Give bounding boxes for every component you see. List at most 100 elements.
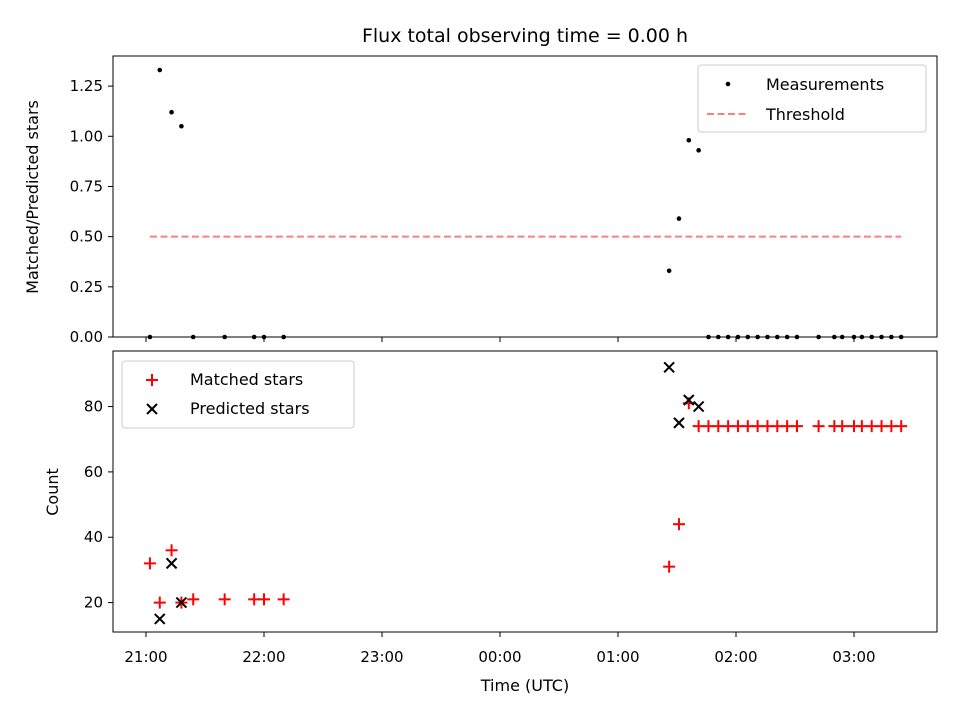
measurement-point	[222, 334, 227, 340]
measurements-legend-marker	[725, 81, 731, 87]
bottom-y-tick-label: 20	[84, 594, 103, 612]
measurement-point	[889, 334, 894, 340]
predicted-star-marker	[683, 394, 695, 406]
chart-title: Flux total observing time = 0.00 h	[362, 25, 688, 47]
measurement-point	[794, 334, 800, 340]
count-points	[143, 361, 908, 625]
bottom-x-tick-label: 22:00	[242, 648, 285, 666]
top-y-tick-label: 0.75	[70, 177, 103, 195]
predicted-star-stroke-b	[154, 613, 166, 625]
top-y-axis-label: Matched/Predicted stars	[23, 100, 42, 294]
measurement-point	[859, 334, 865, 340]
bottom-plot-frame	[112, 350, 938, 633]
bottom-x-tick-label: 01:00	[596, 648, 639, 666]
matched-star-marker	[218, 593, 231, 606]
measurement-point	[839, 334, 845, 340]
predicted-star-marker	[165, 557, 178, 570]
bottom-x-tick-label: 23:00	[360, 648, 403, 666]
measurement-point	[676, 216, 682, 221]
x-axis-label: Time (UTC)	[480, 676, 569, 695]
measurement-point	[765, 334, 770, 340]
predicted-star-stroke-b	[663, 361, 675, 374]
measurement-point	[157, 67, 163, 73]
measurement-point	[716, 334, 721, 340]
predicted-star-stroke-b	[683, 394, 695, 406]
top-y-ticks: 0.00 0.25 0.50 0.75 1.00 1.25	[70, 77, 113, 346]
top-y-tick-label: 0.50	[70, 228, 103, 246]
predicted-star-stroke-b	[673, 417, 685, 429]
measurement-point	[281, 334, 286, 340]
bottom-legend: Matched stars Predicted stars	[121, 360, 355, 429]
bottom-x-ticks: 21:00 22:00 23:00 00:00 01:00 02:00 03:00	[124, 632, 876, 666]
bottom-y-tick-label: 60	[84, 463, 103, 481]
matched-star-marker	[895, 420, 908, 433]
matched-star-marker	[165, 544, 178, 557]
matched-star-marker	[812, 420, 825, 433]
measurement-point	[190, 334, 196, 340]
matched-star-marker	[143, 557, 156, 570]
measurement-point	[869, 334, 874, 340]
top-panel: 0.00 0.25 0.50 0.75 1.00 1.25 Matched/Predict…	[23, 55, 938, 346]
predicted-star-marker	[154, 613, 166, 625]
matched-stars-legend-marker	[146, 374, 158, 386]
measurement-point	[666, 268, 672, 274]
measurement-point	[735, 334, 741, 340]
matched-stars-legend-label: Matched stars	[190, 370, 303, 389]
bottom-x-tick-label: 03:00	[832, 648, 875, 666]
measurement-point	[147, 334, 153, 340]
predicted-star-stroke-b	[165, 557, 178, 570]
measurements-legend-label: Measurements	[766, 75, 884, 94]
measurement-point	[169, 109, 174, 115]
bottom-y-ticks: 20 40 60 80	[84, 398, 113, 612]
matched-star-marker	[153, 596, 166, 609]
top-legend: Measurements Threshold	[697, 64, 927, 133]
top-y-tick-label: 0.25	[70, 278, 103, 296]
measurement-point	[179, 123, 184, 129]
top-x-ticks	[145, 337, 855, 342]
predicted-star-stroke-b	[692, 400, 705, 413]
top-plot-frame	[112, 55, 938, 338]
predicted-star-marker	[692, 400, 705, 413]
matched-star-marker	[663, 560, 676, 573]
measurement-point	[898, 334, 904, 340]
measurement-point	[775, 334, 780, 340]
measurement-point	[686, 138, 692, 143]
bottom-x-tick-label: 00:00	[478, 648, 521, 666]
predicted-star-marker	[673, 417, 685, 429]
matched-star-marker	[790, 420, 803, 433]
top-y-tick-label: 1.00	[70, 127, 103, 145]
bottom-x-tick-label: 02:00	[714, 648, 757, 666]
top-y-tick-label: 0.00	[70, 328, 103, 346]
bottom-legend-box	[121, 360, 355, 429]
top-legend-box	[697, 64, 927, 133]
threshold-legend-label: Threshold	[765, 105, 845, 124]
measurement-point	[816, 334, 821, 340]
measurement-points	[147, 67, 904, 340]
measurement-point	[696, 148, 701, 153]
measurement-point	[784, 334, 790, 340]
matched-star-marker	[187, 593, 200, 606]
matched-star-marker	[258, 593, 270, 606]
predicted-stars-legend-marker	[146, 403, 158, 415]
matched-star-marker	[277, 593, 290, 606]
predicted-stars-legend-label: Predicted stars	[190, 399, 310, 418]
measurement-point	[879, 334, 884, 340]
measurement-point	[706, 334, 711, 340]
predicted-star-stroke-b	[175, 596, 188, 609]
top-y-tick-label: 1.25	[70, 77, 103, 95]
measurement-point	[251, 334, 257, 340]
bottom-x-tick-label: 21:00	[124, 648, 167, 666]
measurement-point	[725, 334, 731, 340]
measurement-point	[755, 334, 760, 340]
measurement-point	[745, 334, 751, 340]
matched-star-marker	[672, 518, 685, 531]
matched-star-marker	[836, 420, 849, 433]
bottom-y-tick-label: 40	[84, 528, 103, 546]
bottom-y-axis-label: Count	[43, 468, 62, 516]
bottom-y-tick-label: 80	[84, 398, 103, 416]
predicted-star-marker	[663, 361, 675, 374]
bottom-panel: 20 40 60 80 21:00 22:00 23:00 00:00 01:00 02:00 0…	[43, 350, 938, 695]
predicted-star-marker	[175, 596, 188, 609]
measurement-point	[832, 334, 837, 340]
